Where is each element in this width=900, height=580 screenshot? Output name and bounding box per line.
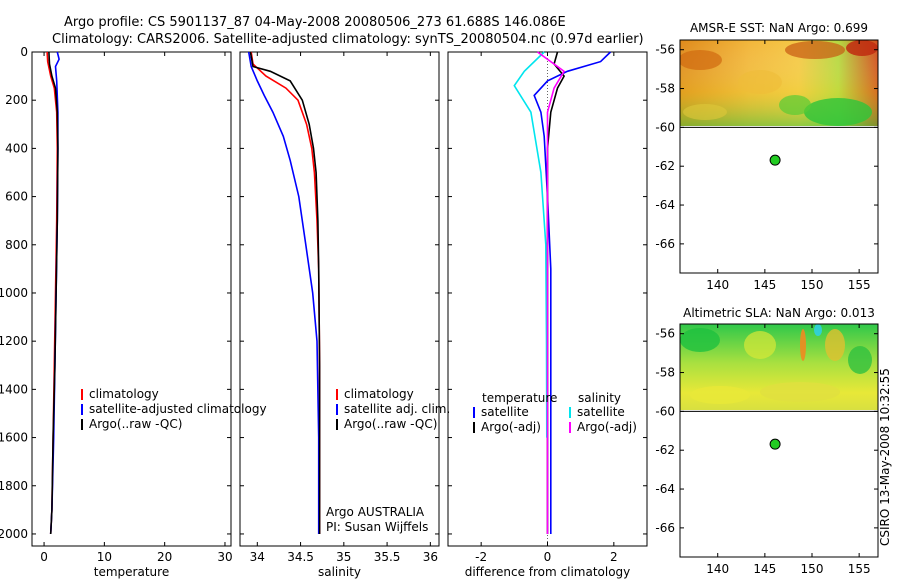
legend-header: salinity	[578, 391, 621, 405]
legend-entry: climatology	[344, 387, 414, 401]
x-axis-label: salinity	[318, 565, 361, 579]
map-x-tick-label: 145	[753, 562, 776, 576]
x-tick-label: 34.5	[287, 550, 314, 564]
sla-map-panel: Altimetric SLA: NaN Argo: 0.013 -56 -58 -60…	[655, 306, 879, 576]
figure-title-line2: Climatology: CARS2006. Satellite-adjuste…	[52, 32, 644, 47]
map-y-tick-label: -66	[655, 521, 675, 535]
x-tick-label: 0	[544, 550, 552, 564]
figure-title-line1: Argo profile: CS 5901137_87 04-May-2008 …	[64, 15, 566, 30]
map-y-tick-label: -64	[655, 198, 675, 212]
y-tick-label: 600	[5, 190, 28, 204]
map-x-tick-label: 140	[706, 562, 729, 576]
map-title: AMSR-E SST: NaN Argo: 0.699	[690, 21, 868, 35]
x-tick-label: 35	[336, 550, 351, 564]
x-tick-label: 20	[157, 550, 172, 564]
legend-header: temperature	[482, 391, 557, 405]
legend-entry: Argo(-adj)	[577, 420, 637, 434]
float-position-marker	[769, 438, 781, 450]
map-y-tick-label: -62	[655, 443, 675, 457]
legend-entry: Argo(-adj)	[481, 420, 541, 434]
map-frame	[679, 39, 879, 274]
legend-entry: satellite-adjusted climatology	[89, 402, 267, 416]
x-tick-label: 0	[40, 550, 48, 564]
series-line-2	[48, 51, 59, 535]
x-tick-label: 10	[97, 550, 112, 564]
y-tick-label: 1600	[0, 431, 28, 445]
sst-map-panel: AMSR-E SST: NaN Argo: 0.699 -56 -58 -60 -62 -…	[655, 21, 879, 292]
x-tick-label: -2	[475, 550, 487, 564]
y-tick-label: 1200	[0, 334, 28, 348]
map-y-tick-label: -60	[655, 120, 675, 134]
y-tick-label: 0	[20, 45, 28, 59]
series-line-3	[537, 51, 566, 534]
y-tick-label: 1400	[0, 382, 28, 396]
map-x-tick-label: 155	[848, 278, 871, 292]
map-y-tick-label: -62	[655, 159, 675, 173]
series-line-2	[513, 51, 548, 438]
map-y-tick-label: -60	[655, 404, 675, 418]
series-line-1	[546, 51, 566, 534]
credit-text: CSIRO 13-May-2008 10:32:55	[878, 368, 892, 546]
salinity-panel: 34 34.5 35 35.5 36 salinity climatologysatelli…	[239, 51, 450, 579]
map-x-tick-label: 140	[706, 278, 729, 292]
temperature-panel: 0 200 400 600 800 1000 1200 1400 1600 1800 2000 0 10…	[0, 45, 267, 579]
series-line-1	[247, 51, 320, 534]
map-frame	[679, 323, 879, 558]
legend-entry: Argo(..raw -QC)	[344, 417, 437, 431]
x-tick-label: 2	[610, 550, 618, 564]
annotation-text: PI: Susan Wijffels	[326, 520, 428, 534]
x-axis-label: difference from climatology	[465, 565, 631, 579]
sla-heatmap	[680, 324, 878, 410]
map-y-tick-label: -58	[655, 366, 675, 380]
y-tick-label: 1800	[0, 479, 28, 493]
series-line-0	[533, 51, 612, 534]
map-x-tick-label: 150	[801, 562, 824, 576]
x-tick-label: 34	[250, 550, 265, 564]
map-x-tick-label: 155	[848, 562, 871, 576]
map-x-tick-label: 145	[753, 278, 776, 292]
map-x-tick-label: 150	[801, 278, 824, 292]
legend-entry: satellite	[577, 405, 625, 419]
series-line-2	[249, 51, 321, 534]
map-y-tick-label: -66	[655, 237, 675, 251]
legend-entry: satellite	[481, 405, 529, 419]
x-axis-label: temperature	[94, 565, 169, 579]
axes-frame	[31, 51, 232, 547]
map-y-tick-label: -56	[655, 327, 675, 341]
map-title: Altimetric SLA: NaN Argo: 0.013	[683, 306, 875, 320]
legend-entry: climatology	[89, 387, 159, 401]
legend-entry: satellite adj. clim.	[344, 402, 450, 416]
y-tick-label: 400	[5, 141, 28, 155]
annotation-text: Argo AUSTRALIA	[326, 505, 425, 519]
x-tick-label: 30	[217, 550, 232, 564]
x-tick-label: 35.5	[374, 550, 401, 564]
map-y-tick-label: -64	[655, 482, 675, 496]
float-position-marker	[769, 154, 781, 166]
y-tick-label: 1000	[0, 286, 28, 300]
sst-heatmap	[680, 40, 878, 126]
x-tick-label: 36	[423, 550, 438, 564]
map-y-tick-label: -56	[655, 43, 675, 57]
legend-entry: Argo(..raw -QC)	[89, 417, 182, 431]
y-tick-label: 2000	[0, 527, 28, 541]
axes-frame	[239, 51, 440, 547]
y-tick-label: 200	[5, 93, 28, 107]
y-tick-label: 800	[5, 238, 28, 252]
map-y-tick-label: -58	[655, 82, 675, 96]
